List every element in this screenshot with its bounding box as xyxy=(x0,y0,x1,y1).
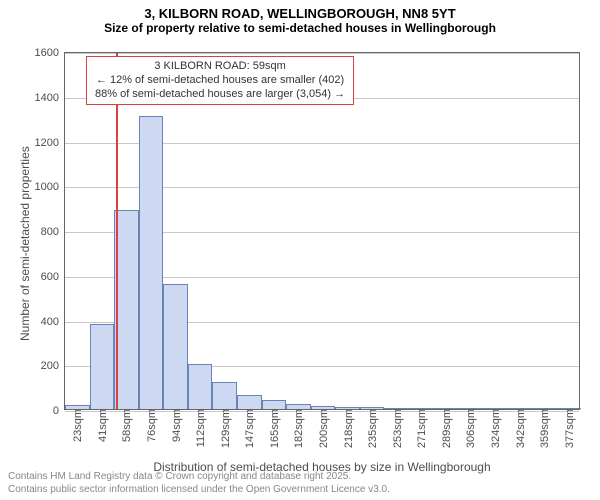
y-tick-label: 800 xyxy=(41,226,65,238)
y-tick-label: 1200 xyxy=(35,137,65,149)
x-tick-label: 200sqm xyxy=(316,409,330,448)
footer-line1: Contains HM Land Registry data © Crown c… xyxy=(8,471,390,484)
x-tick-label: 235sqm xyxy=(365,409,379,448)
x-tick-label: 377sqm xyxy=(562,409,576,448)
x-tick-label: 41sqm xyxy=(95,409,109,442)
callout-line3: 88% of semi-detached houses are larger (… xyxy=(95,88,345,102)
callout-line2: ← 12% of semi-detached houses are smalle… xyxy=(95,74,345,88)
x-tick-label: 182sqm xyxy=(291,409,305,448)
marker-line xyxy=(116,53,118,409)
footer-line2: Contains public sector information licen… xyxy=(8,484,390,497)
chart-title-line1: 3, KILBORN ROAD, WELLINGBOROUGH, NN8 5YT xyxy=(0,6,600,21)
callout-box: 3 KILBORN ROAD: 59sqm ← 12% of semi-deta… xyxy=(86,56,354,105)
y-axis-label: Number of semi-detached properties xyxy=(18,146,32,341)
gridline xyxy=(65,53,579,54)
y-tick-label: 1000 xyxy=(35,181,65,193)
x-tick-label: 289sqm xyxy=(439,409,453,448)
y-tick-label: 1600 xyxy=(35,47,65,59)
x-tick-label: 342sqm xyxy=(513,409,527,448)
x-tick-label: 359sqm xyxy=(537,409,551,448)
histogram-bar xyxy=(188,364,213,409)
x-tick-label: 165sqm xyxy=(267,409,281,448)
histogram-bar xyxy=(212,382,237,409)
y-tick-label: 400 xyxy=(41,316,65,328)
histogram-bar xyxy=(262,400,287,409)
histogram-bar xyxy=(139,116,164,409)
histogram-bar xyxy=(163,284,188,409)
x-tick-label: 271sqm xyxy=(414,409,428,448)
x-tick-label: 306sqm xyxy=(463,409,477,448)
plot-area: 0200400600800100012001400160023sqm41sqm5… xyxy=(64,52,580,410)
y-tick-label: 1400 xyxy=(35,92,65,104)
chart-title-block: 3, KILBORN ROAD, WELLINGBOROUGH, NN8 5YT… xyxy=(0,0,600,35)
histogram-bar xyxy=(90,324,115,409)
chart-title-line2: Size of property relative to semi-detach… xyxy=(0,21,600,35)
y-tick-label: 200 xyxy=(41,360,65,372)
y-tick-label: 600 xyxy=(41,271,65,283)
x-tick-label: 112sqm xyxy=(193,409,207,447)
y-tick-label: 0 xyxy=(53,405,65,417)
footer: Contains HM Land Registry data © Crown c… xyxy=(8,471,390,496)
callout-line1: 3 KILBORN ROAD: 59sqm xyxy=(95,60,345,74)
x-tick-label: 58sqm xyxy=(119,409,133,442)
x-tick-label: 218sqm xyxy=(341,409,355,448)
x-tick-label: 76sqm xyxy=(144,409,158,442)
histogram-bar xyxy=(237,395,262,409)
x-tick-label: 129sqm xyxy=(218,409,232,448)
x-tick-label: 94sqm xyxy=(169,409,183,442)
x-tick-label: 147sqm xyxy=(242,409,256,448)
x-tick-label: 324sqm xyxy=(488,409,502,448)
x-tick-label: 23sqm xyxy=(70,409,84,442)
x-tick-label: 253sqm xyxy=(390,409,404,448)
histogram-bar xyxy=(114,210,139,409)
